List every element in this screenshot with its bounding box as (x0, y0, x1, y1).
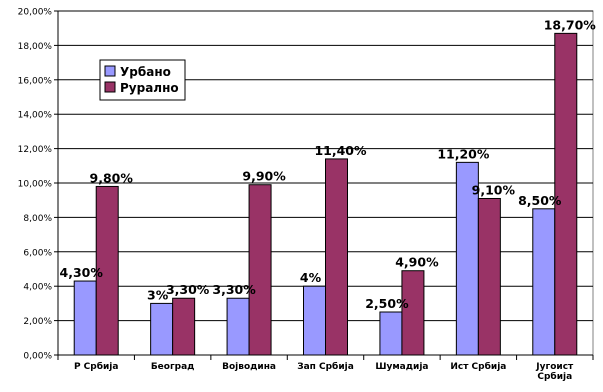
x-tick-label: Београд (151, 362, 195, 372)
x-tick-label: Војводина (222, 361, 276, 372)
bar-rural (401, 270, 425, 356)
y-tick-label: 8,00% (23, 214, 52, 224)
data-label: 18,70% (544, 17, 597, 32)
x-tick-label: Ист Србија (450, 361, 506, 372)
bar-urban (379, 311, 403, 356)
data-label: 3,30% (166, 282, 210, 297)
bar-rural (248, 184, 272, 356)
bar-urban (226, 297, 250, 356)
y-tick-label: 10,00% (18, 180, 53, 190)
bar-rural (477, 197, 501, 356)
bar-rural (172, 297, 196, 356)
x-tick-label: Србија (537, 371, 572, 382)
data-label: 4,90% (395, 255, 439, 270)
legend-swatch (104, 81, 116, 93)
x-tick-label: Р Србија (74, 361, 119, 372)
y-tick-label: 18,00% (18, 42, 53, 52)
data-label: 9,10% (472, 182, 516, 197)
data-label: 9,90% (242, 169, 286, 184)
data-label: 9,80% (90, 170, 134, 185)
y-tick-label: 12,00% (18, 145, 53, 155)
bar-urban (150, 302, 174, 356)
data-label: 8,50% (518, 193, 562, 208)
data-label: 3% (147, 287, 169, 302)
y-tick-label: 20,00% (18, 8, 53, 18)
y-tick-label: 0,00% (23, 352, 52, 362)
data-label: 11,20% (437, 146, 490, 161)
x-tick-label: Зап Србија (297, 361, 354, 372)
x-tick-label: Шумадија (375, 361, 428, 372)
y-tick-label: 2,00% (23, 317, 52, 327)
legend-label: Рурално (120, 81, 179, 95)
y-tick-label: 16,00% (18, 76, 53, 86)
legend-swatch (104, 65, 116, 77)
y-tick-label: 6,00% (23, 248, 52, 258)
y-tick-label: 14,00% (18, 111, 53, 121)
data-labels: 4,30%3% 3,30%4%2,50%11,20%8,50%9,80%3,30%… (60, 17, 597, 311)
bars (73, 32, 578, 356)
legend: Урбано Рурално (99, 59, 186, 101)
bar-rural (554, 32, 578, 356)
data-label: 3,30% (212, 282, 256, 297)
data-label: 2,50% (365, 296, 409, 311)
bar-rural (95, 185, 119, 356)
x-tick-label: Југоист (535, 362, 574, 372)
bar-urban (303, 285, 326, 356)
data-label: 4% (300, 270, 322, 285)
bar-rural (325, 158, 348, 356)
y-tick-label: 4,00% (23, 283, 52, 293)
data-label: 4,30% (60, 265, 104, 280)
bar-urban (73, 280, 97, 356)
bar-urban (532, 208, 556, 356)
data-label: 11,40% (314, 143, 367, 158)
legend-label: Урбано (120, 65, 171, 79)
